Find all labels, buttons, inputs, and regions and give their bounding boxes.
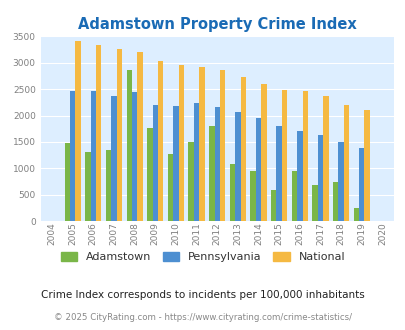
Bar [116, 49, 121, 221]
Bar [332, 182, 338, 221]
Bar [260, 84, 266, 221]
Bar [137, 52, 142, 221]
Bar [147, 128, 152, 221]
Bar [173, 106, 178, 221]
Bar [234, 112, 240, 221]
Bar [132, 92, 137, 221]
Bar [106, 150, 111, 221]
Bar [296, 131, 302, 221]
Bar [209, 126, 214, 221]
Bar [255, 118, 260, 221]
Bar [158, 61, 163, 221]
Bar [75, 41, 81, 221]
Bar [85, 152, 90, 221]
Bar [250, 172, 255, 221]
Bar [111, 96, 116, 221]
Title: Adamstown Property Crime Index: Adamstown Property Crime Index [78, 17, 356, 32]
Bar [343, 105, 348, 221]
Text: Crime Index corresponds to incidents per 100,000 inhabitants: Crime Index corresponds to incidents per… [41, 290, 364, 300]
Bar [291, 172, 296, 221]
Bar [214, 107, 220, 221]
Bar [199, 67, 204, 221]
Bar [276, 126, 281, 221]
Bar [271, 190, 276, 221]
Bar [90, 91, 96, 221]
Bar [358, 148, 364, 221]
Bar [240, 78, 245, 221]
Bar [322, 96, 328, 221]
Bar [338, 143, 343, 221]
Bar [302, 91, 307, 221]
Bar [178, 65, 183, 221]
Bar [152, 105, 158, 221]
Bar [126, 70, 132, 221]
Bar [353, 208, 358, 221]
Bar [364, 110, 369, 221]
Bar [229, 164, 234, 221]
Bar [220, 70, 225, 221]
Bar [167, 154, 173, 221]
Bar [312, 185, 317, 221]
Bar [96, 45, 101, 221]
Bar [70, 91, 75, 221]
Bar [194, 103, 199, 221]
Text: © 2025 CityRating.com - https://www.cityrating.com/crime-statistics/: © 2025 CityRating.com - https://www.city… [54, 313, 351, 322]
Bar [188, 142, 194, 221]
Legend: Adamstown, Pennsylvania, National: Adamstown, Pennsylvania, National [56, 248, 349, 267]
Bar [64, 144, 70, 221]
Bar [317, 135, 322, 221]
Bar [281, 90, 286, 221]
